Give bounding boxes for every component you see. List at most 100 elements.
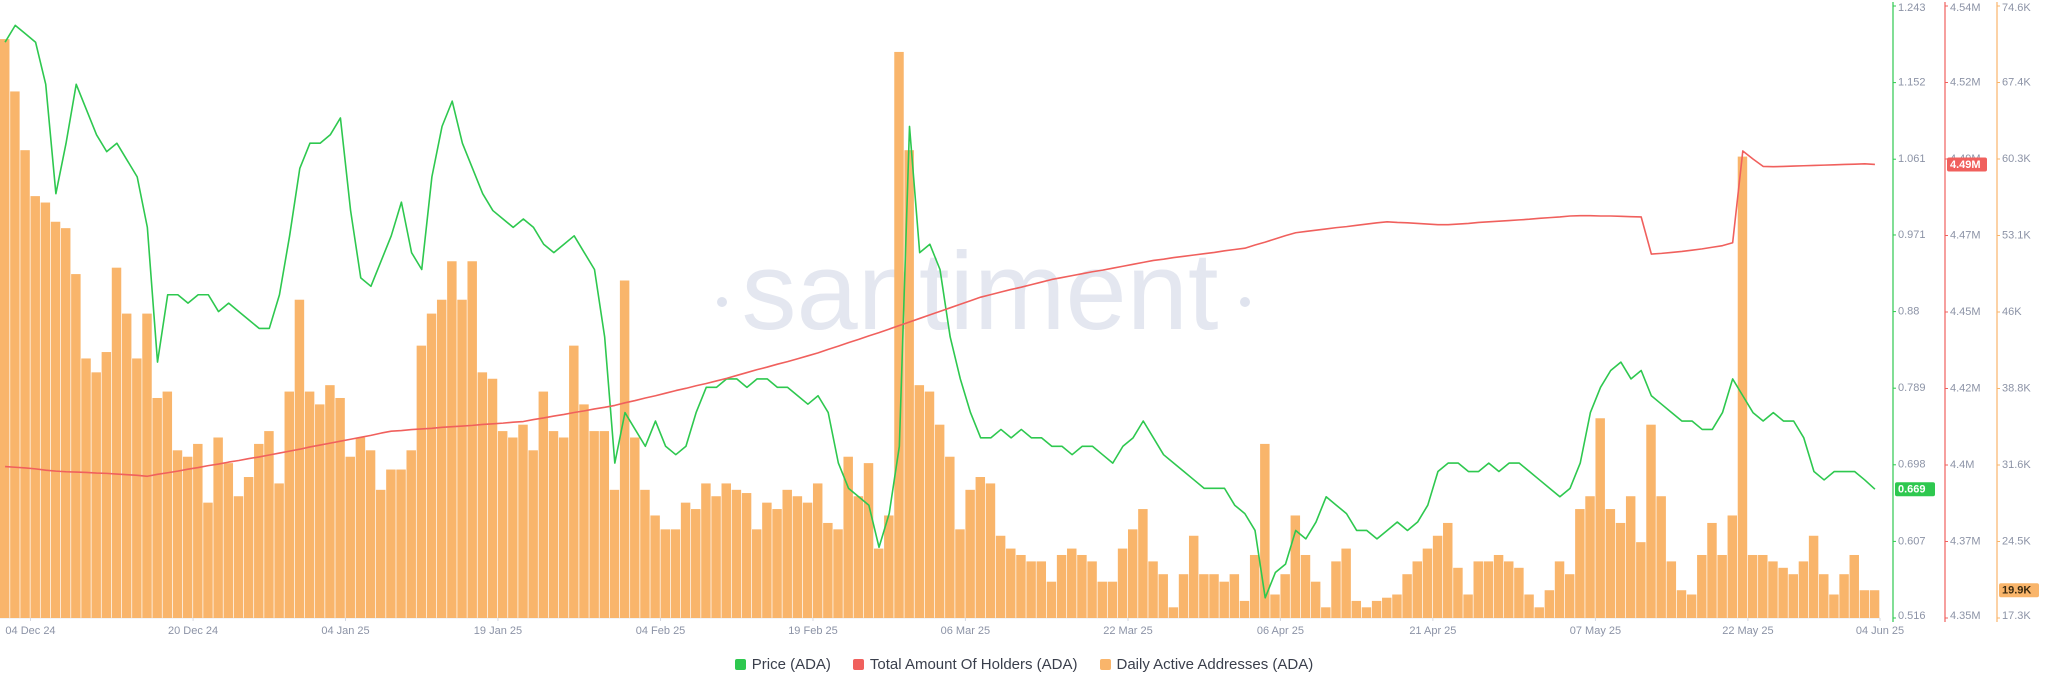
badge-label: 4.49M bbox=[1950, 159, 1981, 171]
x-tick-label: 04 Feb 25 bbox=[636, 625, 686, 637]
bar bbox=[1067, 548, 1077, 618]
bar bbox=[457, 299, 467, 618]
bar bbox=[1727, 515, 1738, 618]
bar bbox=[213, 437, 223, 618]
x-tick-label: 06 Apr 25 bbox=[1257, 625, 1304, 637]
bar bbox=[50, 221, 61, 618]
bar bbox=[467, 261, 477, 618]
bar bbox=[182, 456, 193, 618]
bar bbox=[589, 431, 599, 618]
bar bbox=[264, 431, 274, 618]
bar bbox=[1148, 561, 1158, 618]
bar bbox=[630, 437, 640, 618]
bar bbox=[1839, 574, 1849, 618]
bar bbox=[1737, 156, 1748, 618]
bar bbox=[660, 529, 671, 618]
bar bbox=[1534, 607, 1544, 618]
bar bbox=[1158, 574, 1168, 618]
bar bbox=[1331, 561, 1341, 618]
legend-item[interactable]: Price (ADA) bbox=[734, 656, 831, 673]
bar bbox=[670, 529, 681, 618]
bar bbox=[1209, 574, 1219, 618]
bar bbox=[802, 502, 813, 618]
bar bbox=[1798, 561, 1809, 618]
bar bbox=[162, 391, 173, 618]
bar bbox=[985, 483, 996, 618]
bar bbox=[325, 385, 335, 618]
bar bbox=[355, 437, 366, 618]
bar bbox=[1280, 574, 1290, 618]
bar bbox=[812, 483, 823, 618]
bar bbox=[1564, 574, 1575, 618]
bar bbox=[1869, 590, 1880, 618]
bar bbox=[1808, 535, 1819, 618]
bar bbox=[823, 522, 833, 618]
bar bbox=[121, 313, 132, 618]
current-value-badge: 0.669 bbox=[1895, 482, 1935, 497]
bar bbox=[1036, 561, 1047, 618]
bar bbox=[691, 509, 701, 618]
bar bbox=[579, 404, 589, 618]
bar bbox=[1656, 496, 1666, 618]
bar bbox=[518, 424, 528, 618]
bar bbox=[376, 489, 386, 618]
bar bbox=[1178, 574, 1189, 618]
bar bbox=[1321, 607, 1331, 618]
bar bbox=[884, 515, 894, 618]
bar bbox=[40, 202, 51, 618]
bar bbox=[284, 391, 295, 618]
legend-item[interactable]: Total Amount Of Holders (ADA) bbox=[852, 656, 1078, 673]
badge-bg bbox=[1895, 482, 1935, 497]
bar bbox=[365, 450, 376, 618]
bar bbox=[1351, 600, 1362, 618]
y-tick-label: 4.54M bbox=[1950, 2, 1981, 14]
y-tick-label: 4.45M bbox=[1950, 306, 1981, 318]
bar bbox=[1788, 574, 1799, 618]
bar bbox=[193, 443, 203, 618]
bar bbox=[132, 358, 142, 618]
bar bbox=[924, 391, 935, 618]
bar bbox=[1087, 561, 1097, 618]
bar bbox=[1117, 548, 1128, 618]
x-tick-label: 07 May 25 bbox=[1570, 625, 1621, 637]
bar bbox=[1747, 554, 1758, 618]
bar bbox=[975, 477, 986, 618]
bar bbox=[873, 548, 884, 618]
bar bbox=[1422, 548, 1433, 618]
y-tick-label: 24.5K bbox=[2002, 535, 2031, 547]
legend-item[interactable]: Daily Active Addresses (ADA) bbox=[1099, 656, 1313, 673]
bar bbox=[853, 496, 864, 618]
bar bbox=[1443, 522, 1453, 618]
legend-swatch bbox=[1099, 659, 1111, 670]
line bbox=[5, 150, 1875, 478]
bar bbox=[1432, 535, 1443, 618]
bar bbox=[762, 502, 772, 618]
x-tick-label: 04 Jun 25 bbox=[1856, 625, 1904, 637]
bar bbox=[833, 529, 843, 618]
bar bbox=[1199, 574, 1209, 618]
bar bbox=[619, 280, 630, 618]
bar bbox=[1575, 509, 1585, 618]
bar bbox=[1077, 554, 1087, 618]
bar bbox=[934, 424, 945, 618]
bar bbox=[741, 493, 752, 618]
bar bbox=[1412, 561, 1423, 618]
y-tick-label: 4.52M bbox=[1950, 76, 1981, 88]
bar bbox=[1016, 554, 1026, 618]
bar bbox=[203, 502, 213, 618]
bar bbox=[1463, 594, 1473, 618]
bar bbox=[569, 345, 579, 618]
bar bbox=[995, 535, 1006, 618]
y-tick-label: 38.8K bbox=[2002, 382, 2031, 394]
bar bbox=[243, 477, 254, 618]
bar bbox=[752, 529, 762, 618]
y-tick-label: 4.4M bbox=[1950, 459, 1974, 471]
bar bbox=[1615, 522, 1626, 618]
bar bbox=[548, 431, 559, 618]
y-tick-label: 0.698 bbox=[1898, 459, 1926, 471]
bar bbox=[1260, 443, 1270, 618]
bar bbox=[172, 450, 183, 618]
bar bbox=[315, 404, 325, 618]
bar bbox=[1859, 590, 1870, 618]
